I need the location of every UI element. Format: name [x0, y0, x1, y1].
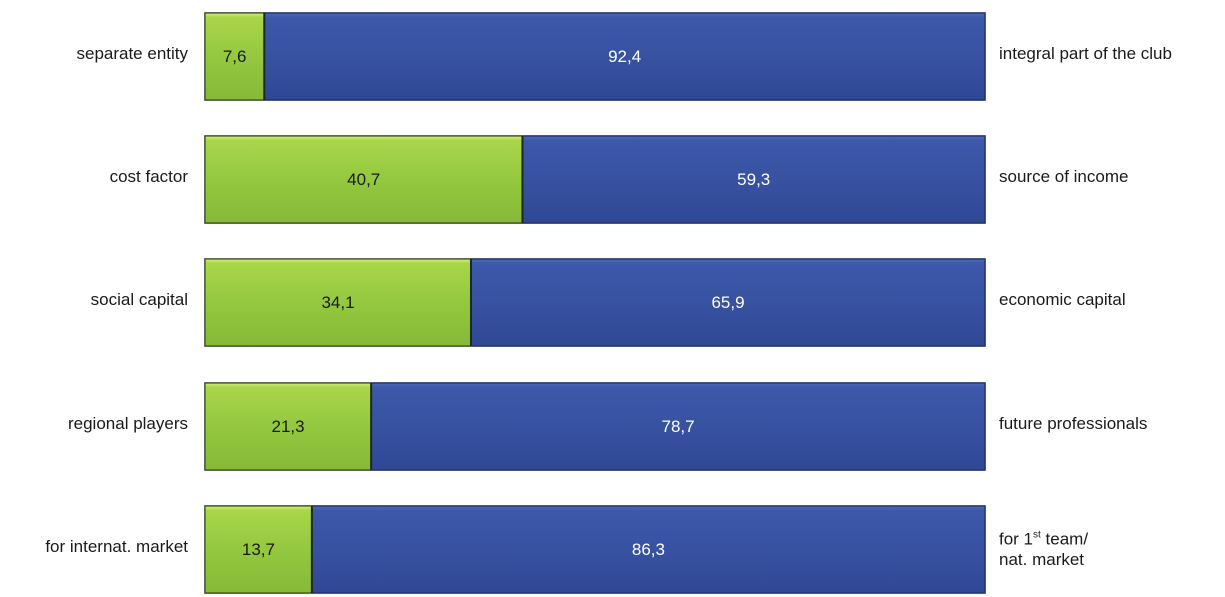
data-label-right: 92,4: [608, 47, 641, 66]
data-label-left: 13,7: [242, 540, 275, 559]
bar-left-segment: [204, 382, 372, 471]
category-label-left: separate entity: [76, 44, 188, 63]
bar-right-segment: [311, 505, 986, 594]
data-label-right: 86,3: [632, 540, 665, 559]
bar-right-segment: [470, 258, 986, 347]
data-label-right: 65,9: [711, 293, 744, 312]
category-label-right: integral part of the club: [999, 44, 1172, 63]
data-label-left: 34,1: [321, 293, 354, 312]
category-label-right-line2: nat. market: [999, 550, 1084, 569]
data-label-left: 7,6: [223, 47, 247, 66]
bar-left-segment: [204, 135, 524, 224]
bar-left-segment: [204, 12, 265, 101]
category-label-left: regional players: [68, 414, 188, 433]
category-label-left: cost factor: [110, 167, 189, 186]
data-label-left: 40,7: [347, 170, 380, 189]
category-label-right: source of income: [999, 167, 1128, 186]
data-label-right: 59,3: [737, 170, 770, 189]
category-label-left: social capital: [91, 290, 188, 309]
data-label-right: 78,7: [662, 417, 695, 436]
bar-right-segment: [370, 382, 986, 471]
bar-right-segment: [521, 135, 986, 224]
bar-left-segment: [204, 505, 313, 594]
category-label-right: economic capital: [999, 290, 1126, 309]
bar-left-segment: [204, 258, 472, 347]
bar-right-segment: [263, 12, 986, 101]
data-label-left: 21,3: [272, 417, 305, 436]
category-label-left: for internat. market: [45, 537, 188, 556]
category-label-right: future professionals: [999, 414, 1147, 433]
category-label-right: for 1st team/: [999, 529, 1088, 549]
